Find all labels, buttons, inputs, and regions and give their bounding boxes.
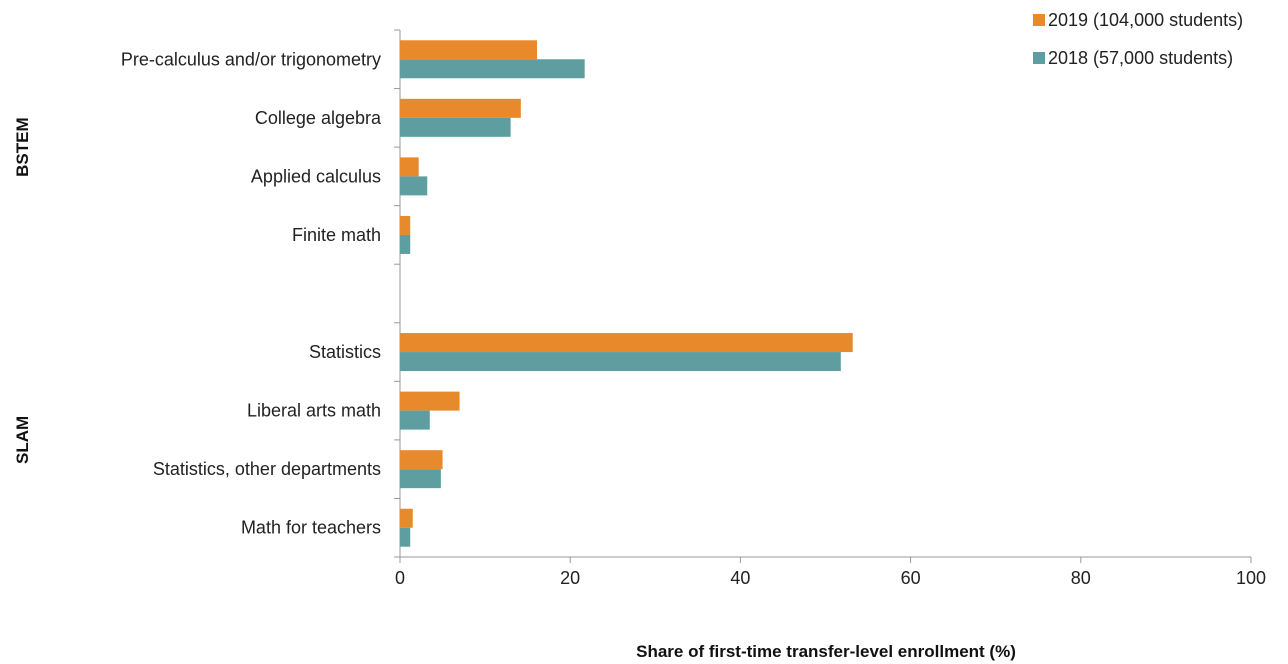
category-label-statistics: Statistics [309,342,381,362]
bar-2019-pre-calculus-and-or-trigonometry [400,40,538,60]
bar-2018-liberal-arts-math [400,410,430,430]
legend-swatch-2019 [1033,14,1045,26]
x-tick-labels: 0 20 40 60 80 100 [395,568,1266,588]
category-label-pre-calculus-and-or-trigonometry: Pre-calculus and/or trigonometry [121,49,381,69]
bar-2019-college-algebra [400,98,521,118]
chart-bars [400,40,853,547]
category-label-math-for-teachers: Math for teachers [241,518,381,538]
legend: 2019 (104,000 students) 2018 (57,000 stud… [1033,10,1243,68]
x-tick-label: 40 [730,568,750,588]
bar-2018-statistics-other-departments [400,469,441,489]
group-label-slam: SLAM [13,416,32,464]
x-tick-label: 60 [901,568,921,588]
chart-axes [394,29,1252,563]
bar-2019-statistics [400,333,853,353]
bar-2018-applied-calculus [400,176,428,196]
x-axis-title: Share of first-time transfer-level enrol… [636,642,1016,661]
bar-2019-statistics-other-departments [400,450,443,470]
group-labels: BSTEM SLAM [13,117,32,464]
category-label-liberal-arts-math: Liberal arts math [247,401,381,421]
category-label-applied-calculus: Applied calculus [251,166,381,186]
category-labels: Pre-calculus and/or trigonometry College … [121,49,382,537]
bar-2019-finite-math [400,215,411,235]
bar-2018-pre-calculus-and-or-trigonometry [400,59,585,79]
bar-2018-math-for-teachers [400,527,411,547]
x-tick-label: 20 [560,568,580,588]
group-label-bstem: BSTEM [13,117,32,177]
legend-label-2018: 2018 (57,000 students) [1048,48,1233,68]
bar-2019-math-for-teachers [400,508,413,528]
bar-2019-liberal-arts-math [400,391,460,411]
bar-2019-applied-calculus [400,157,419,177]
bar-2018-statistics [400,352,841,372]
legend-swatch-2018 [1033,52,1045,64]
bar-2018-college-algebra [400,117,511,137]
category-label-statistics-other-departments: Statistics, other departments [153,459,381,479]
bar-2018-finite-math [400,234,411,254]
x-tick-label: 80 [1071,568,1091,588]
x-tick-label: 100 [1236,568,1266,588]
category-label-finite-math: Finite math [292,225,381,245]
legend-label-2019: 2019 (104,000 students) [1048,10,1243,30]
x-tick-label: 0 [395,568,405,588]
category-label-college-algebra: College algebra [255,108,382,128]
